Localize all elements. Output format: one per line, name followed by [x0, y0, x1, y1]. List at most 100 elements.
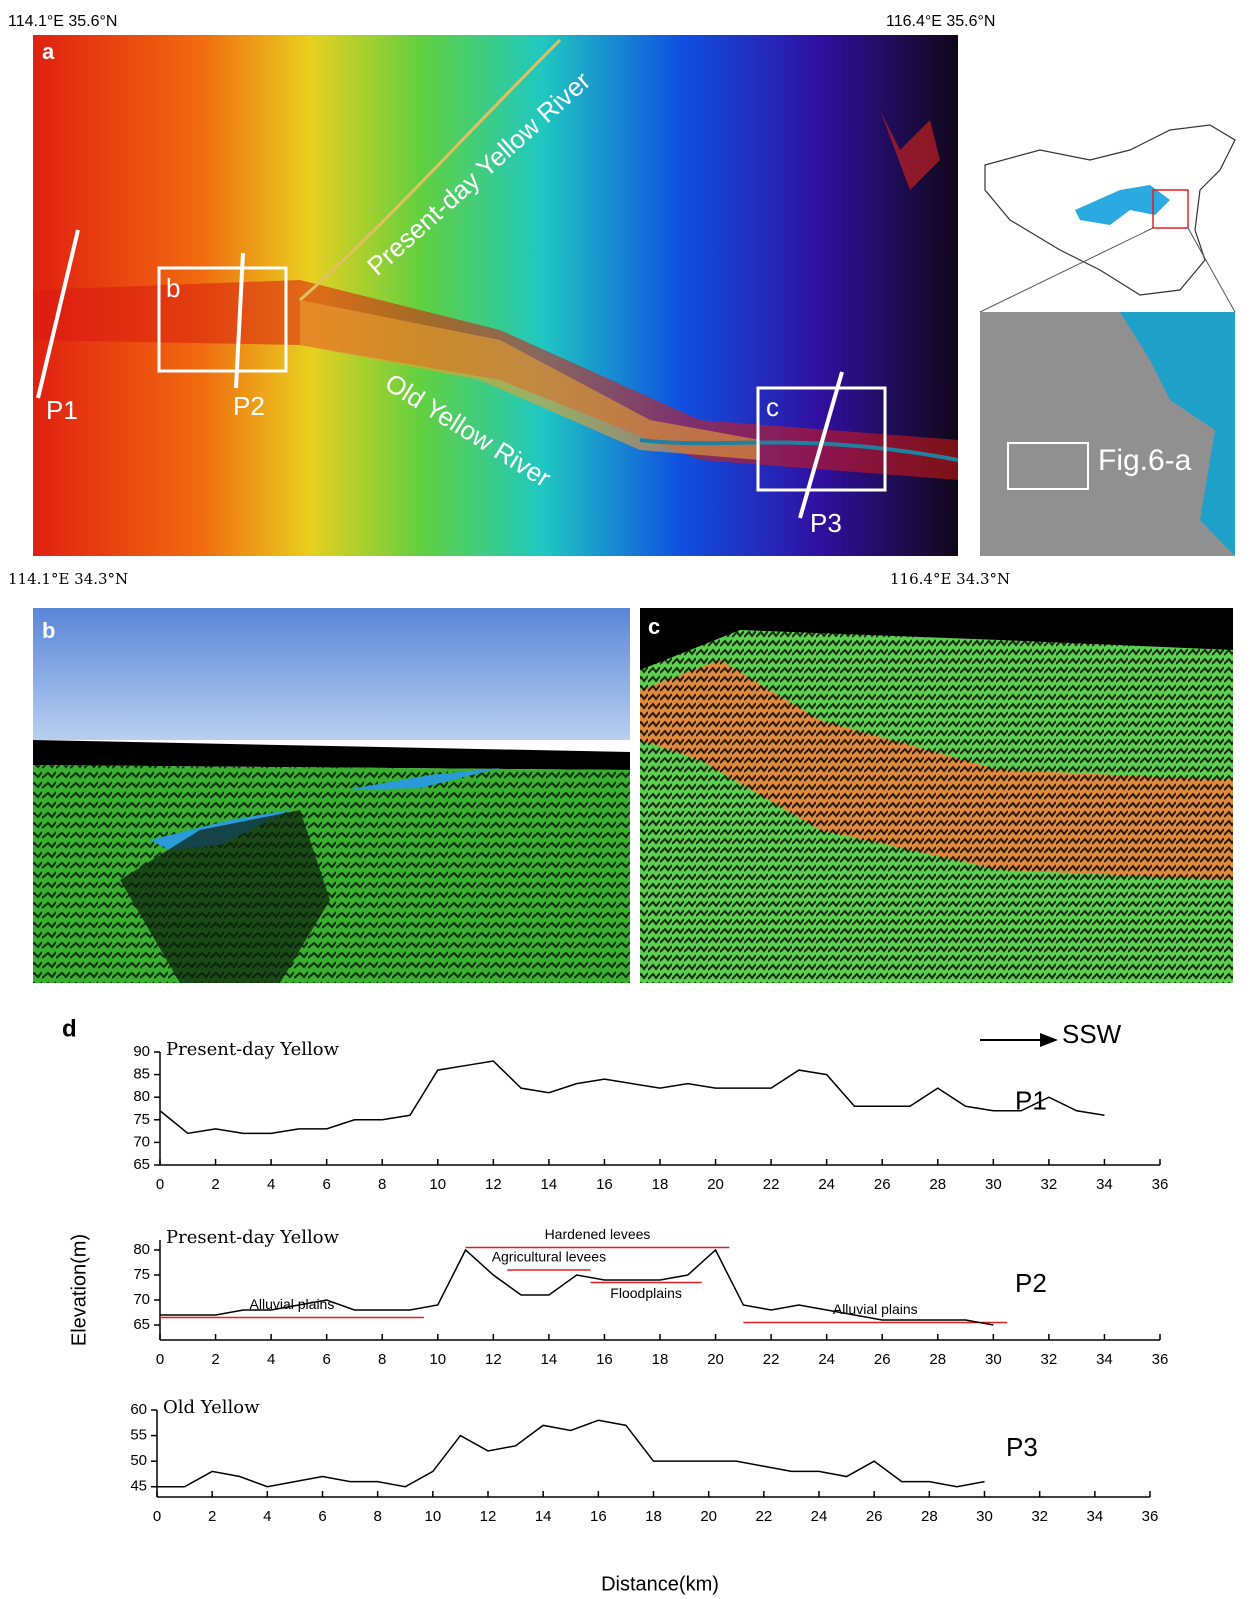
y-tick-label: 45: [130, 1478, 147, 1495]
x-tick-label: 24: [818, 1176, 835, 1193]
x-tick-label: 20: [707, 1176, 724, 1193]
x-tick-label: 18: [645, 1508, 662, 1525]
x-tick-label: 22: [763, 1351, 780, 1368]
x-tick-label: 10: [424, 1508, 441, 1525]
x-axis-title: Distance(km): [601, 1573, 719, 1595]
x-tick-label: 30: [985, 1176, 1002, 1193]
direction-label: SSW: [1062, 1019, 1122, 1049]
x-tick-label: 28: [929, 1351, 946, 1368]
y-tick-label: 70: [133, 1291, 150, 1308]
x-tick-label: 32: [1031, 1508, 1048, 1525]
x-tick-label: 28: [921, 1508, 938, 1525]
x-tick-label: 18: [652, 1351, 669, 1368]
panel-letter: d: [62, 1015, 77, 1042]
x-tick-label: 2: [211, 1176, 219, 1193]
panel-c-image: [640, 608, 1233, 983]
x-tick-label: 8: [373, 1508, 381, 1525]
x-tick-label: 20: [700, 1508, 717, 1525]
profile-title: Present-day Yellow: [166, 1227, 340, 1248]
x-tick-label: 2: [208, 1508, 216, 1525]
figure: 114.1°E 35.6°N 116.4°E 35.6°N 114.1°E 34…: [0, 0, 1260, 1599]
x-tick-label: 6: [322, 1351, 330, 1368]
panel-b-image: [33, 608, 630, 983]
y-tick-label: 65: [133, 1316, 150, 1333]
coord-label: 114.1°E 35.6°N: [8, 13, 117, 30]
y-tick-label: 80: [133, 1088, 150, 1105]
x-tick-label: 12: [485, 1176, 502, 1193]
x-tick-label: 22: [763, 1176, 780, 1193]
coord-label: 116.4°E 34.3°N: [890, 570, 1010, 588]
x-tick-label: 10: [429, 1176, 446, 1193]
y-tick-label: 85: [133, 1066, 150, 1083]
x-tick-label: 26: [866, 1508, 883, 1525]
y-axis-title: Elevation(m): [68, 1234, 90, 1346]
x-tick-label: 30: [985, 1351, 1002, 1368]
x-tick-label: 8: [378, 1351, 386, 1368]
y-tick-label: 80: [133, 1241, 150, 1258]
x-tick-label: 20: [707, 1351, 724, 1368]
profile-label: P3: [810, 508, 842, 538]
x-tick-label: 32: [1041, 1351, 1058, 1368]
panel-letter: a: [42, 39, 55, 64]
x-tick-label: 34: [1096, 1351, 1113, 1368]
x-tick-label: 0: [156, 1351, 164, 1368]
x-tick-label: 8: [378, 1176, 386, 1193]
x-tick-label: 24: [811, 1508, 828, 1525]
x-tick-label: 26: [874, 1351, 891, 1368]
x-tick-label: 4: [263, 1508, 271, 1525]
panel-letter: b: [42, 618, 55, 643]
annotation-label: Agricultural levees: [492, 1249, 606, 1265]
profile-title: Present-day Yellow: [166, 1039, 340, 1060]
x-tick-label: 10: [429, 1351, 446, 1368]
y-tick-label: 70: [133, 1133, 150, 1150]
x-tick-label: 34: [1096, 1176, 1113, 1193]
x-tick-label: 16: [590, 1508, 607, 1525]
annotation-label: Alluvial plains: [833, 1301, 918, 1317]
profile-label: P2: [233, 391, 265, 421]
x-tick-label: 12: [485, 1351, 502, 1368]
annotation-label: Hardened levees: [545, 1226, 651, 1242]
x-tick-label: 34: [1086, 1508, 1103, 1525]
y-tick-label: 75: [133, 1111, 150, 1128]
x-tick-label: 2: [211, 1351, 219, 1368]
y-tick-label: 65: [133, 1156, 150, 1173]
x-tick-label: 36: [1152, 1351, 1169, 1368]
profile-line: [157, 1420, 985, 1487]
x-tick-label: 4: [267, 1351, 275, 1368]
y-tick-label: 60: [130, 1401, 147, 1418]
x-tick-label: 16: [596, 1351, 613, 1368]
x-tick-label: 24: [818, 1351, 835, 1368]
x-tick-label: 22: [755, 1508, 772, 1525]
x-tick-label: 28: [929, 1176, 946, 1193]
coord-label: 114.1°E 34.3°N: [8, 570, 128, 588]
profile-title: Old Yellow: [163, 1397, 260, 1418]
coord-label: 116.4°E 35.6°N: [886, 13, 995, 30]
profile-line: [160, 1061, 1104, 1133]
x-tick-label: 36: [1152, 1176, 1169, 1193]
panel-letter: c: [648, 614, 660, 639]
y-tick-label: 75: [133, 1266, 150, 1283]
y-tick-label: 90: [133, 1043, 150, 1060]
x-tick-label: 12: [480, 1508, 497, 1525]
x-tick-label: 4: [267, 1176, 275, 1193]
x-tick-label: 0: [153, 1508, 161, 1525]
x-tick-label: 0: [156, 1176, 164, 1193]
inset-label: Fig.6-a: [1098, 444, 1192, 477]
x-tick-label: 14: [541, 1176, 558, 1193]
x-tick-label: 16: [596, 1176, 613, 1193]
y-tick-label: 50: [130, 1452, 147, 1469]
x-tick-label: 6: [322, 1176, 330, 1193]
profile-label: P2: [1015, 1268, 1047, 1298]
x-tick-label: 14: [535, 1508, 552, 1525]
x-tick-label: 26: [874, 1176, 891, 1193]
x-tick-label: 14: [541, 1351, 558, 1368]
profile-label: P3: [1006, 1432, 1038, 1462]
profile-label: P1: [46, 395, 78, 425]
box-label: b: [166, 273, 180, 303]
china-inset: [980, 125, 1235, 556]
x-tick-label: 6: [318, 1508, 326, 1525]
box-label: c: [766, 392, 779, 422]
x-tick-label: 32: [1041, 1176, 1058, 1193]
y-tick-label: 55: [130, 1427, 147, 1444]
annotation-label: Floodplains: [610, 1285, 682, 1301]
